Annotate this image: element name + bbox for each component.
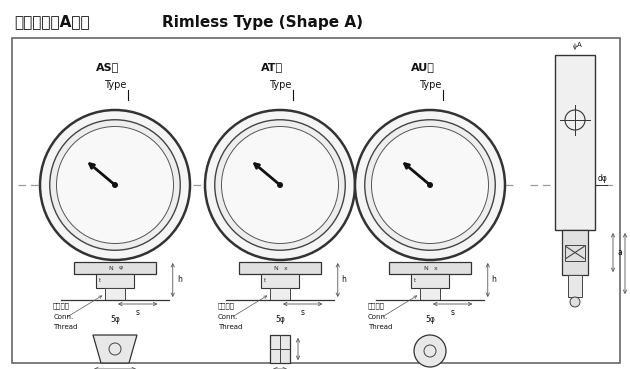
Text: Conn.: Conn. <box>368 314 388 320</box>
Text: dφ: dφ <box>598 174 608 183</box>
Bar <box>239 262 321 274</box>
Text: t: t <box>263 279 266 283</box>
Bar <box>565 245 585 261</box>
Circle shape <box>112 182 118 188</box>
Text: Type: Type <box>269 80 291 90</box>
Bar <box>105 288 125 300</box>
Text: b: b <box>629 259 630 268</box>
Bar <box>562 230 588 275</box>
Text: 接続ネジ: 接続ネジ <box>53 302 70 308</box>
Text: AT形: AT形 <box>261 62 284 72</box>
Text: N: N <box>108 266 113 270</box>
Bar <box>74 262 156 274</box>
Text: A: A <box>577 42 581 48</box>
Circle shape <box>277 182 283 188</box>
Text: a: a <box>617 248 622 257</box>
Text: x: x <box>284 266 288 270</box>
Text: s: s <box>450 308 455 317</box>
Text: x: x <box>434 266 438 270</box>
Circle shape <box>40 110 190 260</box>
Circle shape <box>365 120 495 250</box>
Bar <box>96 274 134 288</box>
Text: N: N <box>273 266 278 270</box>
Bar <box>270 288 290 300</box>
Text: 5φ: 5φ <box>275 315 285 324</box>
Text: Type: Type <box>419 80 441 90</box>
Circle shape <box>222 127 338 244</box>
Circle shape <box>372 127 488 244</box>
Circle shape <box>205 110 355 260</box>
Text: AS形: AS形 <box>96 62 120 72</box>
Circle shape <box>57 127 173 244</box>
Bar <box>411 274 449 288</box>
Bar <box>420 288 440 300</box>
Text: Conn.: Conn. <box>53 314 73 320</box>
Text: 接続ネジ: 接続ネジ <box>368 302 385 308</box>
Bar <box>555 55 595 230</box>
Text: 5φ: 5φ <box>110 315 120 324</box>
Text: 接続ネジ: 接続ネジ <box>218 302 235 308</box>
Text: h: h <box>341 276 347 284</box>
Circle shape <box>570 297 580 307</box>
Text: Thread: Thread <box>53 324 77 330</box>
Text: t: t <box>413 279 416 283</box>
Circle shape <box>355 110 505 260</box>
Text: 5φ: 5φ <box>425 315 435 324</box>
Circle shape <box>427 182 433 188</box>
Bar <box>568 275 582 297</box>
Text: Rimless Type (Shape A): Rimless Type (Shape A) <box>162 14 363 30</box>
Bar <box>389 262 471 274</box>
Text: φ: φ <box>119 266 123 270</box>
Text: Conn.: Conn. <box>218 314 238 320</box>
Text: 縁なし形（A形）: 縁なし形（A形） <box>14 14 89 30</box>
Circle shape <box>414 335 446 367</box>
Bar <box>261 274 299 288</box>
Text: s: s <box>301 308 305 317</box>
Bar <box>270 335 290 363</box>
Text: s: s <box>135 308 140 317</box>
Polygon shape <box>93 335 137 363</box>
Text: Thread: Thread <box>218 324 243 330</box>
Text: AU形: AU形 <box>411 62 435 72</box>
Text: N: N <box>423 266 428 270</box>
Circle shape <box>50 120 180 250</box>
Text: h: h <box>177 276 181 284</box>
Text: Type: Type <box>104 80 126 90</box>
Text: t: t <box>98 279 101 283</box>
Bar <box>12 38 620 363</box>
Text: h: h <box>492 276 496 284</box>
Circle shape <box>215 120 345 250</box>
Text: Thread: Thread <box>368 324 392 330</box>
